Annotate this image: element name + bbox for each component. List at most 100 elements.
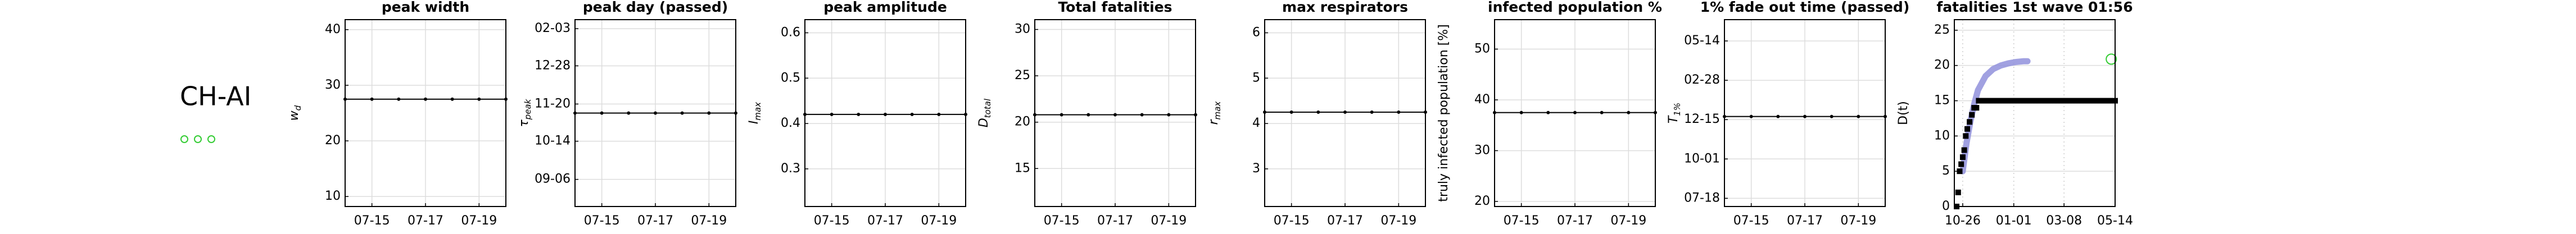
x-tick-label: 07-17 xyxy=(637,214,673,228)
data-point xyxy=(1060,113,1063,117)
data-point xyxy=(2021,98,2027,104)
data-point xyxy=(1600,111,1604,114)
y-tick-label: 07-18 xyxy=(1684,191,1720,205)
axes-frame xyxy=(804,19,966,207)
data-point xyxy=(2057,98,2063,104)
data-point xyxy=(2045,98,2051,104)
x-tick-label: 07-19 xyxy=(1610,214,1646,228)
data-point xyxy=(1573,111,1577,114)
y-label-sub: max xyxy=(753,102,763,121)
chart-title: max respirators xyxy=(1282,0,1408,15)
status-dot xyxy=(207,135,215,143)
x-tick-label: 07-15 xyxy=(1733,214,1769,228)
y-tick-label: 10 xyxy=(325,189,341,203)
y-label-sub: 1% xyxy=(1672,103,1682,116)
y-tick-label: 20 xyxy=(1934,58,1950,72)
axes-frame xyxy=(345,19,506,207)
axes-frame xyxy=(1264,19,1426,207)
x-tick-label: 05-14 xyxy=(2097,214,2133,228)
axes-frame xyxy=(574,19,736,207)
x-tick-label: 07-15 xyxy=(584,214,620,228)
axes-frame xyxy=(1954,19,2116,207)
data-point xyxy=(2063,98,2070,104)
data-point xyxy=(2097,98,2103,104)
x-tick-label: 07-15 xyxy=(1044,214,1080,228)
data-point xyxy=(857,112,861,116)
x-tick-label: 07-19 xyxy=(1840,214,1876,228)
y-axis-label: T1% xyxy=(1667,103,1682,123)
data-point xyxy=(424,97,427,101)
data-point xyxy=(2060,98,2066,104)
y-axis-label: τpeak xyxy=(517,98,533,127)
chart-title: 1% fade out time (passed) xyxy=(1700,0,1910,15)
status-dot xyxy=(180,135,188,143)
data-point xyxy=(654,111,657,115)
data-point xyxy=(2005,98,2012,104)
data-point xyxy=(1996,98,2002,104)
fit-line xyxy=(1959,58,2031,175)
x-tick-label: 07-15 xyxy=(814,214,850,228)
data-point xyxy=(910,112,914,116)
data-point xyxy=(707,111,711,115)
y-tick-label: 30 xyxy=(325,78,341,92)
y-tick-label: 02-28 xyxy=(1684,73,1720,87)
data-point xyxy=(1776,114,1780,118)
data-point xyxy=(1316,110,1320,114)
data-point xyxy=(2070,98,2076,104)
chart-title: fatalities 1st wave 01:56 xyxy=(1936,0,2133,15)
data-point xyxy=(1964,126,1971,132)
y-label-sub: peak xyxy=(523,98,533,120)
y-tick-label: 0.3 xyxy=(781,162,800,176)
x-tick-label: 07-17 xyxy=(1097,214,1133,228)
chart-title: peak day (passed) xyxy=(583,0,728,15)
data-point xyxy=(2066,98,2072,104)
y-tick-label: 10-01 xyxy=(1684,152,1720,166)
data-point xyxy=(1981,98,1987,104)
data-point xyxy=(2042,98,2048,104)
y-tick-label: 50 xyxy=(1474,42,1490,56)
y-label-main: truly infected population [%] xyxy=(1437,24,1451,201)
y-label-main: w xyxy=(287,110,301,121)
data-point xyxy=(2023,98,2030,104)
x-tick-label: 07-17 xyxy=(1327,214,1363,228)
data-point xyxy=(2088,98,2094,104)
data-point xyxy=(2109,98,2115,104)
data-point xyxy=(2030,98,2036,104)
y-tick-label: 0.4 xyxy=(781,116,800,130)
data-point xyxy=(1969,112,1975,118)
data-point xyxy=(477,97,481,101)
data-point xyxy=(397,97,401,101)
data-point xyxy=(2039,98,2045,104)
y-label-main: r xyxy=(1207,118,1221,125)
data-point xyxy=(1999,98,2005,104)
x-tick-label: 03-08 xyxy=(2046,214,2082,228)
data-point xyxy=(370,97,374,101)
data-point xyxy=(1961,147,1967,153)
y-tick-label: 15 xyxy=(1934,94,1950,108)
y-tick-label: 30 xyxy=(1474,143,1490,157)
data-point xyxy=(1963,133,1969,139)
data-point xyxy=(1140,113,1144,117)
y-axis-label: rmax xyxy=(1207,102,1223,125)
y-tick-label: 11-20 xyxy=(535,97,571,111)
x-tick-label: 07-19 xyxy=(1151,214,1187,228)
y-axis-label: D(t) xyxy=(1896,101,1911,125)
data-point xyxy=(2012,98,2018,104)
y-axis-label: truly infected population [%] xyxy=(1437,24,1451,201)
y-label-main: D(t) xyxy=(1896,101,1911,125)
y-tick-label: 40 xyxy=(325,22,341,36)
data-point xyxy=(830,112,834,116)
data-point xyxy=(1167,113,1171,117)
y-label-sub: total xyxy=(983,98,993,118)
data-point xyxy=(1993,98,1999,104)
data-point xyxy=(1967,119,1973,125)
data-point xyxy=(1749,114,1753,118)
y-label-sub: d xyxy=(293,105,303,111)
y-tick-label: 5 xyxy=(1252,71,1260,85)
data-point xyxy=(2103,98,2109,104)
y-tick-label: 6 xyxy=(1252,25,1260,39)
data-point xyxy=(2081,98,2088,104)
y-tick-label: 20 xyxy=(325,134,341,148)
data-point xyxy=(450,97,454,101)
